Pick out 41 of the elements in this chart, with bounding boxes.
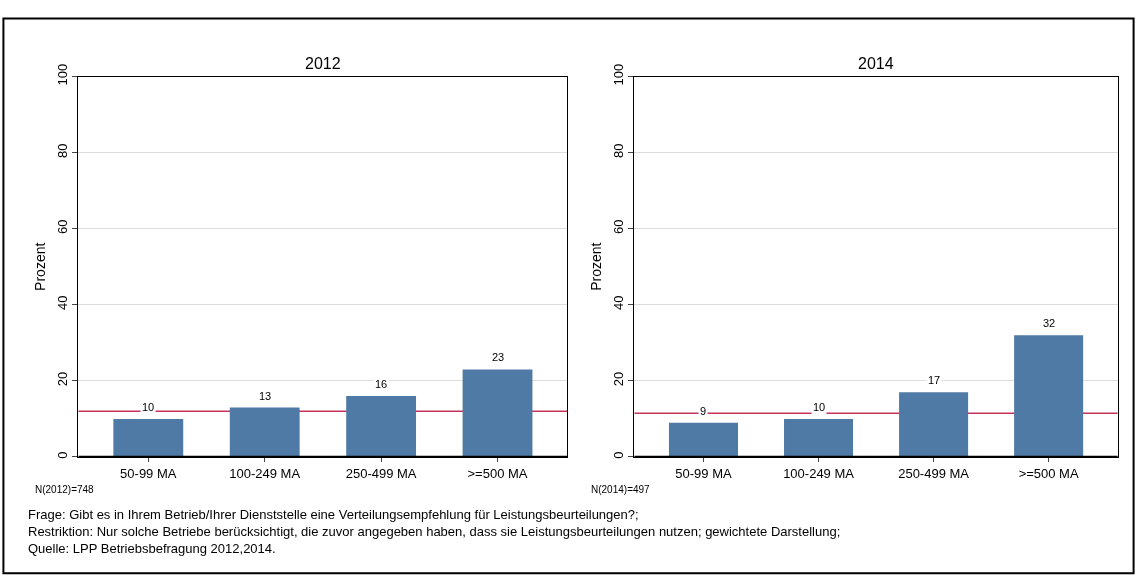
y-tick-label: 0 bbox=[611, 451, 627, 459]
x-tick-label: >=500 MA bbox=[1018, 465, 1079, 481]
y-axis-title: Prozent bbox=[587, 242, 604, 291]
bar bbox=[668, 422, 738, 457]
data-label: 9 bbox=[700, 405, 707, 417]
y-tick-label: 20 bbox=[55, 371, 71, 387]
data-label: 10 bbox=[813, 401, 826, 413]
x-tick-label: 250-499 MA bbox=[898, 465, 970, 481]
text: Frage: Gibt es in Ihrem Betrieb/Ihrer Dienststelle eine Verteilungsempfehlung für Leistungsbeurteilungen?; bbox=[28, 507, 639, 522]
data-label: 17 bbox=[928, 374, 941, 386]
text: N(2014)=497 bbox=[591, 484, 651, 495]
data-label: 10 bbox=[142, 401, 155, 413]
y-tick-label: 100 bbox=[55, 63, 71, 86]
text: N(2012)=748 bbox=[35, 484, 95, 495]
x-tick-label: 50-99 MA bbox=[120, 465, 177, 481]
chart-title: 2014 bbox=[858, 55, 894, 72]
y-tick-label: 60 bbox=[611, 219, 627, 234]
text: Restriktion: Nur solche Betriebe berücksichtigt, die zuvor angegeben haben, dass sie Leistungsbeurteilungen nutzen; gewichtete Darstellung; bbox=[28, 523, 841, 539]
data-label: 13 bbox=[259, 390, 272, 402]
x-tick-label: 50-99 MA bbox=[675, 465, 732, 481]
x-tick-label: >=500 MA bbox=[467, 465, 528, 481]
data-label: 16 bbox=[375, 378, 388, 390]
data-label: 32 bbox=[1043, 317, 1056, 329]
y-tick-label: 20 bbox=[611, 371, 627, 387]
bar bbox=[1014, 335, 1084, 457]
y-tick-label: 80 bbox=[55, 143, 71, 158]
x-tick-label: 100-249 MA bbox=[783, 465, 855, 481]
x-tick-label: 100-249 MA bbox=[229, 465, 301, 481]
data-label: 23 bbox=[492, 351, 505, 363]
source-note: Quelle: LPP Betriebsbefragung 2012,2014. bbox=[28, 540, 276, 556]
chart-title: 2012 bbox=[305, 55, 341, 72]
bar bbox=[899, 392, 969, 457]
y-tick-label: 80 bbox=[611, 143, 627, 158]
y-tick-label: 40 bbox=[611, 295, 627, 311]
y-axis-title: Prozent bbox=[31, 242, 48, 291]
y-tick-label: 40 bbox=[55, 295, 71, 311]
bar bbox=[784, 418, 854, 457]
y-tick-label: 0 bbox=[55, 451, 71, 459]
y-tick-label: 100 bbox=[611, 63, 627, 86]
x-tick-label: 250-499 MA bbox=[345, 465, 417, 481]
y-tick-label: 60 bbox=[55, 219, 71, 234]
